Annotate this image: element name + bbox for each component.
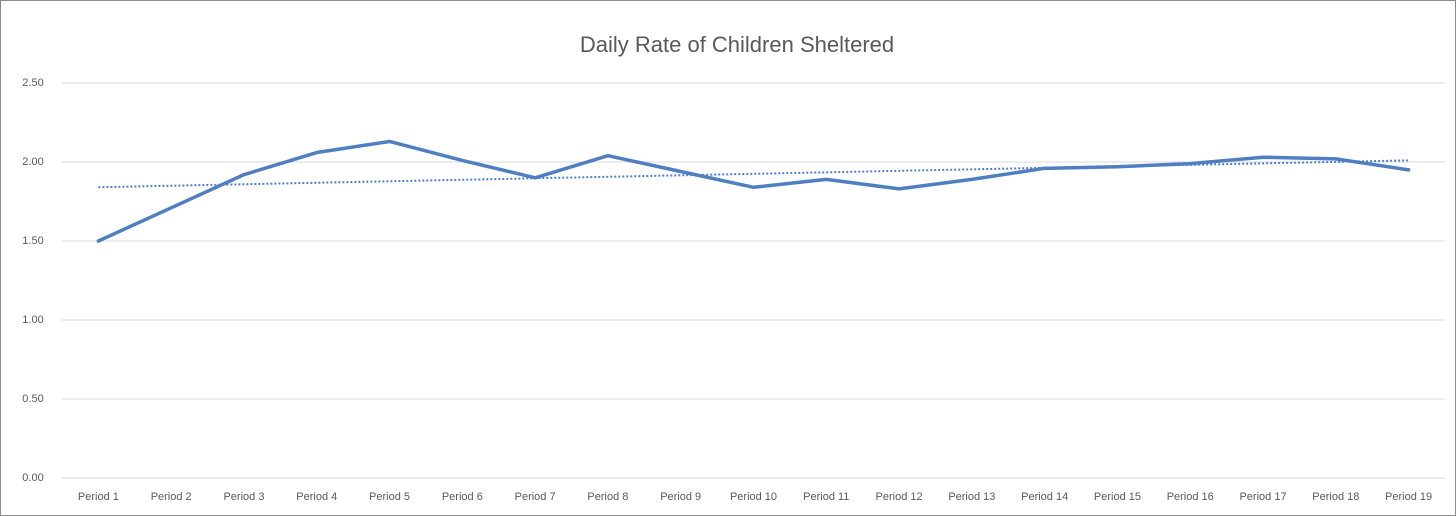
x-tick-label: Period 11 xyxy=(803,491,849,503)
chart-title: Daily Rate of Children Sheltered xyxy=(580,32,894,57)
x-tick-label: Period 12 xyxy=(876,491,923,503)
y-tick-label: 1.00 xyxy=(22,314,43,326)
y-tick-label: 2.00 xyxy=(22,156,43,168)
x-tick-label: Period 8 xyxy=(587,491,628,503)
x-tick-label: Period 1 xyxy=(78,491,119,503)
y-tick-label: 1.50 xyxy=(22,235,43,247)
x-tick-label: Period 13 xyxy=(948,491,995,503)
x-tick-label: Period 17 xyxy=(1239,491,1286,503)
y-tick-label: 0.00 xyxy=(22,472,43,484)
y-tick-label: 0.50 xyxy=(22,393,43,405)
x-tick-label: Period 18 xyxy=(1312,491,1359,503)
x-tick-label: Period 19 xyxy=(1385,491,1432,503)
x-tick-label: Period 10 xyxy=(730,491,777,503)
x-tick-label: Period 6 xyxy=(442,491,483,503)
x-tick-label: Period 3 xyxy=(223,491,264,503)
x-tick-label: Period 5 xyxy=(369,491,410,503)
y-tick-label: 2.50 xyxy=(22,77,43,89)
x-tick-label: Period 9 xyxy=(660,491,701,503)
x-tick-label: Period 14 xyxy=(1021,491,1068,503)
series-line xyxy=(96,139,1411,243)
x-tick-label: Period 16 xyxy=(1167,491,1214,503)
x-tick-label: Period 15 xyxy=(1094,491,1141,503)
x-tick-label: Period 7 xyxy=(515,491,556,503)
x-tick-label: Period 4 xyxy=(296,491,337,503)
x-tick-label: Period 2 xyxy=(151,491,192,503)
